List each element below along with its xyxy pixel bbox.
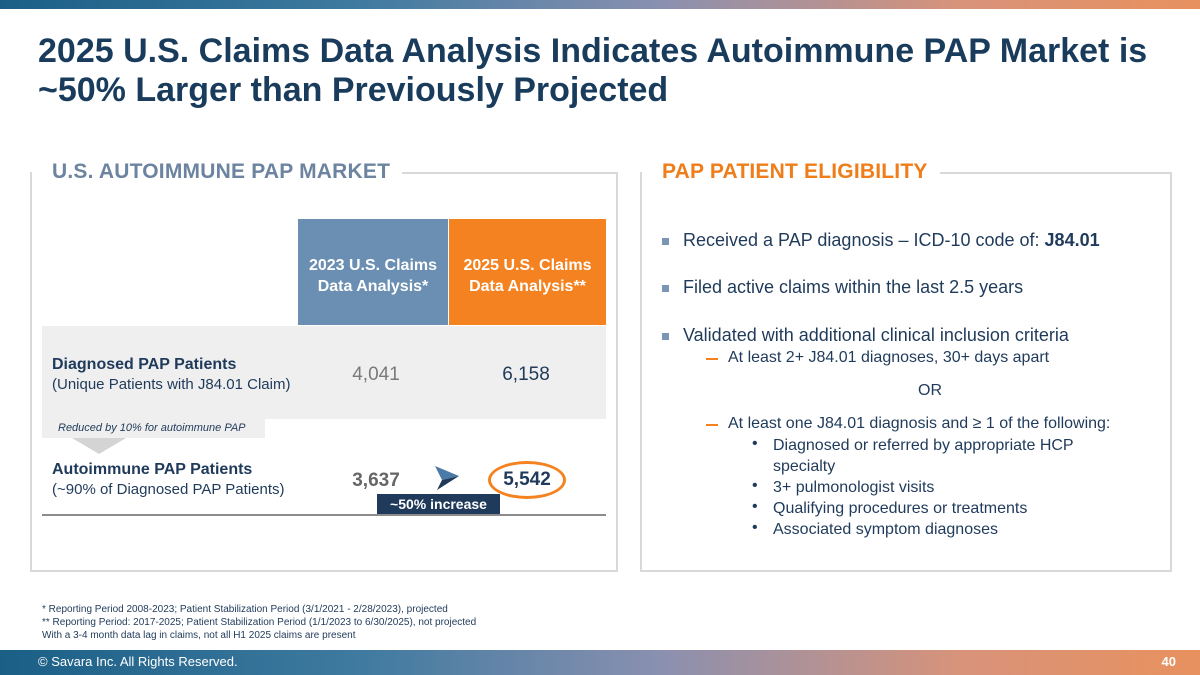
highlight-circle bbox=[488, 461, 566, 499]
diagnosed-row-subtitle: (Unique Patients with J84.01 Claim) bbox=[52, 376, 291, 393]
dot-bullet-icon: • bbox=[752, 519, 758, 536]
square-bullet-icon bbox=[662, 285, 669, 292]
footnote-2025: ** Reporting Period: 2017-2025; Patient … bbox=[42, 617, 477, 628]
slide-title: 2025 U.S. Claims Data Analysis Indicates… bbox=[38, 32, 1148, 109]
table-bottom-rule bbox=[42, 514, 606, 516]
dot-bullet-icon: • bbox=[752, 435, 758, 452]
criteria-symptoms: Associated symptom diagnoses bbox=[773, 521, 998, 538]
column-header-2023-line1: 2023 U.S. Claims bbox=[308, 257, 438, 274]
criteria-hcp-referral-line1: Diagnosed or referred by appropriate HCP bbox=[773, 437, 1074, 454]
icd-code: J84.01 bbox=[1044, 230, 1100, 250]
bullet-validated: Validated with additional clinical inclu… bbox=[683, 325, 1069, 345]
diagnosed-2023-value: 4,041 bbox=[352, 364, 400, 385]
or-separator: OR bbox=[918, 382, 942, 399]
savara-arrow-logo-icon bbox=[435, 466, 459, 490]
reduced-note: Reduced by 10% for autoimmune PAP bbox=[42, 418, 265, 438]
diagnosed-2025-value: 6,158 bbox=[502, 364, 550, 385]
bullet-diagnosis-text: Received a PAP diagnosis – ICD-10 code o… bbox=[683, 230, 1045, 250]
footnote-2023: * Reporting Period 2008-2023; Patient St… bbox=[42, 604, 448, 615]
diagnosed-row-title: Diagnosed PAP Patients bbox=[52, 356, 237, 373]
bullet-diagnosis: Received a PAP diagnosis – ICD-10 code o… bbox=[683, 230, 1100, 251]
copyright: © Savara Inc. All Rights Reserved. bbox=[38, 654, 238, 669]
column-header-2025-line1: 2025 U.S. Claims bbox=[463, 257, 592, 274]
page-number: 40 bbox=[1161, 654, 1176, 669]
dot-bullet-icon: • bbox=[752, 498, 758, 515]
autoimmune-row-title: Autoimmune PAP Patients bbox=[52, 461, 253, 478]
diagnosed-row-background bbox=[42, 326, 606, 419]
square-bullet-icon bbox=[662, 333, 669, 340]
dot-bullet-icon: • bbox=[752, 477, 758, 494]
footnotes: * Reporting Period 2008-2023; Patient St… bbox=[42, 603, 476, 642]
autoimmune-2023-value: 3,637 bbox=[352, 470, 400, 491]
criteria-hcp-referral-line2: specialty bbox=[773, 458, 836, 475]
column-header-2023: 2023 U.S. Claims Data Analysis* bbox=[298, 219, 448, 325]
column-header-2023-line2: Data Analysis* bbox=[317, 278, 429, 295]
column-header-2025: 2025 U.S. Claims Data Analysis** bbox=[449, 219, 606, 325]
footer-bar: © Savara Inc. All Rights Reserved. 40 bbox=[0, 650, 1200, 675]
criteria-pulmonologist: 3+ pulmonologist visits bbox=[773, 479, 935, 496]
autoimmune-row-subtitle: (~90% of Diagnosed PAP Patients) bbox=[52, 481, 285, 498]
criteria-two-diagnoses: At least 2+ J84.01 diagnoses, 30+ days a… bbox=[728, 349, 1050, 366]
bullet-claims: Filed active claims within the last 2.5 … bbox=[683, 277, 1024, 297]
top-gradient-bar bbox=[0, 0, 1200, 9]
autoimmune-2025-value: 5,542 bbox=[503, 469, 551, 490]
criteria-procedures: Qualifying procedures or treatments bbox=[773, 500, 1028, 517]
dash-bullet-icon bbox=[706, 358, 718, 360]
square-bullet-icon bbox=[662, 238, 669, 245]
criteria-one-diagnosis: At least one J84.01 diagnosis and ≥ 1 of… bbox=[728, 415, 1111, 432]
increase-badge: ~50% increase bbox=[377, 494, 500, 514]
footnote-lag: With a 3-4 month data lag in claims, not… bbox=[42, 630, 356, 641]
down-arrow-icon bbox=[72, 438, 126, 454]
eligibility-panel-heading: PAP PATIENT ELIGIBILITY bbox=[642, 158, 940, 186]
column-header-2025-line2: Data Analysis** bbox=[469, 278, 586, 295]
market-panel-heading: U.S. AUTOIMMUNE PAP MARKET bbox=[32, 158, 403, 186]
dash-bullet-icon bbox=[706, 424, 718, 426]
